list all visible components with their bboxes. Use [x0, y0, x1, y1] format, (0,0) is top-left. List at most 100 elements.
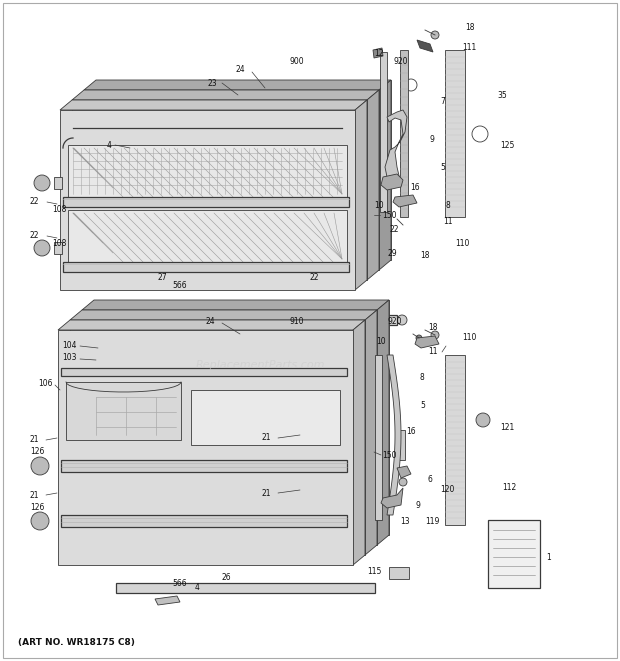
- Polygon shape: [155, 596, 180, 605]
- Text: 24: 24: [235, 65, 245, 75]
- Text: 16: 16: [406, 428, 415, 436]
- Polygon shape: [70, 310, 377, 320]
- Text: 35: 35: [497, 91, 507, 100]
- Text: 108: 108: [52, 206, 66, 215]
- Text: 5: 5: [420, 401, 425, 410]
- Text: 13: 13: [400, 518, 410, 527]
- Text: 8: 8: [420, 373, 425, 383]
- Polygon shape: [68, 145, 347, 197]
- Polygon shape: [138, 315, 397, 325]
- Text: 111: 111: [462, 44, 476, 52]
- Circle shape: [363, 514, 377, 528]
- Text: ReplacementParts.com: ReplacementParts.com: [195, 360, 325, 370]
- Polygon shape: [397, 466, 411, 478]
- Text: 110: 110: [462, 334, 476, 342]
- Polygon shape: [116, 583, 375, 593]
- Polygon shape: [445, 50, 465, 217]
- Text: 22: 22: [30, 231, 40, 241]
- Text: 23: 23: [207, 79, 216, 87]
- Text: 150: 150: [382, 210, 397, 219]
- Polygon shape: [58, 330, 353, 565]
- Text: 150: 150: [382, 451, 397, 459]
- Text: 22: 22: [390, 225, 399, 235]
- Circle shape: [397, 315, 407, 325]
- Text: 21: 21: [262, 488, 272, 498]
- Polygon shape: [400, 50, 408, 217]
- Text: 27: 27: [157, 274, 167, 282]
- Polygon shape: [54, 177, 62, 189]
- Polygon shape: [373, 48, 383, 58]
- Text: 566: 566: [172, 280, 187, 290]
- Polygon shape: [72, 100, 367, 280]
- Polygon shape: [61, 515, 347, 527]
- Polygon shape: [387, 355, 401, 515]
- Polygon shape: [54, 242, 62, 254]
- Polygon shape: [66, 382, 181, 440]
- Text: 10: 10: [376, 338, 386, 346]
- Polygon shape: [445, 355, 465, 525]
- Polygon shape: [82, 300, 389, 310]
- Text: 22: 22: [310, 274, 319, 282]
- Polygon shape: [70, 320, 365, 555]
- Text: 920: 920: [388, 317, 402, 327]
- Text: 9: 9: [430, 136, 435, 145]
- Text: 121: 121: [500, 424, 514, 432]
- Text: 566: 566: [172, 578, 187, 588]
- Text: 910: 910: [290, 317, 304, 327]
- Text: 26: 26: [222, 574, 232, 582]
- Text: 112: 112: [502, 483, 516, 492]
- Text: 21: 21: [30, 436, 40, 444]
- Text: 11: 11: [428, 348, 438, 356]
- Text: 8: 8: [445, 200, 450, 210]
- Polygon shape: [393, 195, 417, 207]
- Polygon shape: [63, 262, 349, 272]
- Polygon shape: [60, 110, 355, 290]
- Circle shape: [31, 512, 49, 530]
- Polygon shape: [61, 460, 347, 472]
- Polygon shape: [353, 320, 365, 565]
- Text: 9: 9: [415, 500, 420, 510]
- Circle shape: [476, 413, 490, 427]
- Polygon shape: [379, 80, 391, 270]
- Circle shape: [416, 335, 422, 341]
- Polygon shape: [68, 210, 347, 262]
- Text: 11: 11: [443, 217, 453, 227]
- Text: 106: 106: [38, 379, 53, 387]
- Polygon shape: [355, 100, 367, 290]
- Polygon shape: [58, 320, 365, 330]
- Text: 24: 24: [205, 317, 215, 327]
- Text: 18: 18: [420, 251, 430, 260]
- Text: 18: 18: [465, 24, 474, 32]
- Text: 16: 16: [410, 184, 420, 192]
- Text: (ART NO. WR18175 C8): (ART NO. WR18175 C8): [18, 637, 135, 646]
- Polygon shape: [191, 390, 340, 445]
- Text: 10: 10: [374, 200, 384, 210]
- Polygon shape: [63, 197, 349, 207]
- Text: 4: 4: [107, 141, 112, 149]
- Polygon shape: [417, 40, 433, 52]
- Polygon shape: [488, 520, 540, 588]
- Polygon shape: [375, 355, 382, 520]
- Polygon shape: [72, 90, 379, 100]
- Circle shape: [34, 175, 50, 191]
- Text: 21: 21: [262, 434, 272, 442]
- Polygon shape: [84, 90, 379, 270]
- Polygon shape: [84, 80, 391, 90]
- Text: 5: 5: [440, 163, 445, 173]
- Circle shape: [399, 478, 407, 486]
- Text: 6: 6: [428, 475, 433, 485]
- Text: 120: 120: [440, 485, 454, 494]
- Text: 104: 104: [62, 340, 76, 350]
- Polygon shape: [365, 310, 377, 555]
- Text: 920: 920: [393, 58, 407, 67]
- Polygon shape: [381, 488, 403, 508]
- Polygon shape: [381, 174, 403, 190]
- Text: 21: 21: [30, 490, 40, 500]
- Circle shape: [363, 459, 377, 473]
- Text: 103: 103: [62, 354, 76, 362]
- Polygon shape: [377, 300, 389, 545]
- Polygon shape: [399, 430, 405, 460]
- Polygon shape: [367, 90, 379, 280]
- Text: 126: 126: [30, 447, 45, 457]
- Text: 125: 125: [500, 141, 515, 149]
